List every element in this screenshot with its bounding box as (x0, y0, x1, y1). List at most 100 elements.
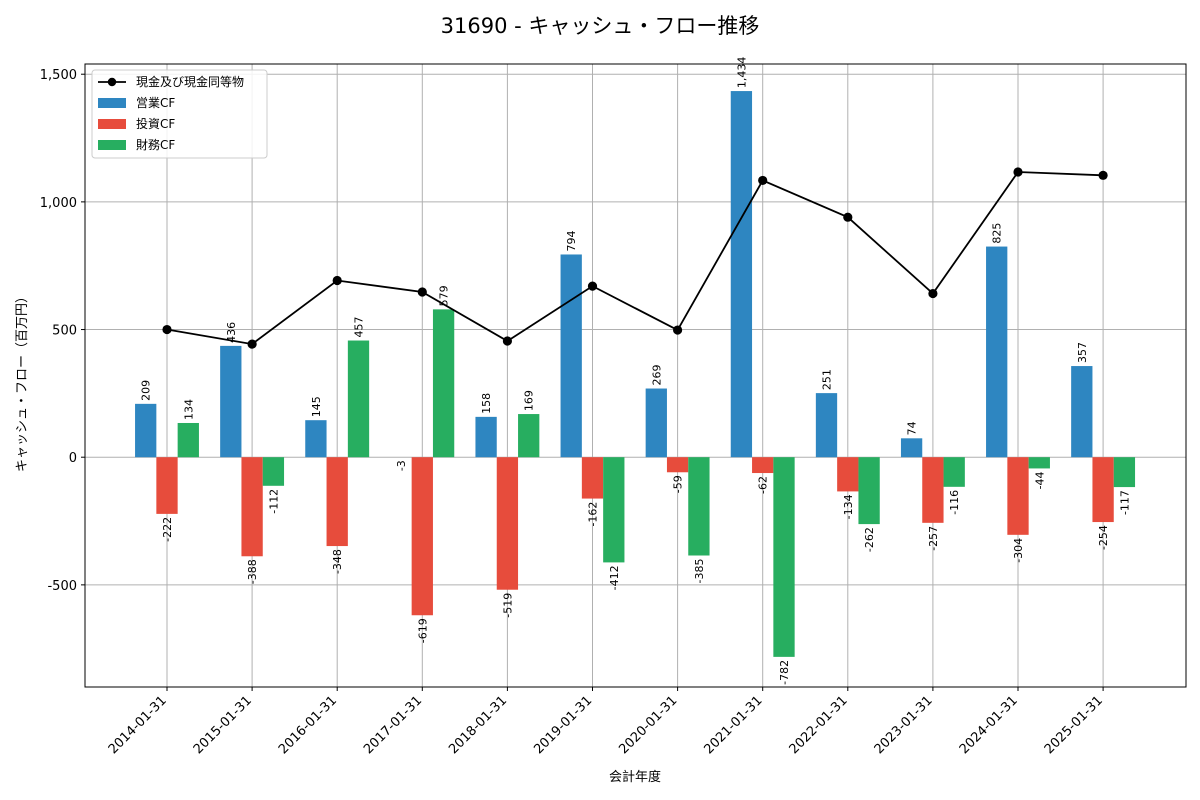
data-label-investing: -134 (842, 494, 855, 519)
legend-marker-swatch (107, 77, 117, 87)
x-tick-label: 2020-01-31 (616, 693, 680, 757)
cash-line-series (162, 167, 1108, 349)
bar-financing (1113, 457, 1136, 488)
bar-investing (922, 457, 944, 523)
y-tick-label: 0 (69, 451, 77, 466)
data-label-financing: -262 (863, 527, 876, 552)
data-labels: 209 -222 134 436 -388 -112 145 -348 457 -3 -619 579… (140, 57, 1132, 685)
bar-investing (1092, 457, 1114, 523)
data-label-operating: 145 (310, 396, 323, 417)
data-label-investing: -519 (501, 593, 514, 618)
data-label-investing: -304 (1012, 538, 1025, 563)
data-label-financing: 169 (523, 390, 536, 411)
cash-line-point (928, 288, 938, 299)
data-label-investing: -162 (587, 502, 600, 527)
x-tick-label: 2018-01-31 (446, 693, 510, 757)
data-label-operating: 158 (480, 393, 493, 414)
bar-operating (730, 91, 753, 458)
data-label-financing: -412 (608, 565, 621, 590)
x-tick-label: 2024-01-31 (957, 693, 1021, 757)
bar-operating (900, 438, 923, 458)
data-label-investing: -257 (927, 526, 940, 551)
data-label-financing: -117 (1118, 490, 1131, 515)
data-label-investing: -222 (161, 517, 174, 542)
cash-line-point (843, 212, 853, 222)
legend-label: 営業CF (136, 96, 175, 110)
data-label-financing: 134 (182, 399, 195, 420)
bar-financing (773, 457, 795, 657)
bar-financing (1028, 457, 1050, 469)
data-label-operating: 794 (565, 230, 578, 251)
y-tick-label: -500 (47, 579, 77, 594)
legend-box (91, 69, 268, 159)
bar-operating (986, 246, 1008, 458)
bar-operating (135, 403, 157, 458)
x-tick-label: 2022-01-31 (787, 693, 851, 757)
bar-operating (560, 254, 582, 458)
cash-line-point (1098, 170, 1108, 180)
data-label-operating: 251 (821, 369, 834, 390)
data-label-investing: -619 (416, 618, 429, 643)
data-label-financing: 579 (438, 285, 451, 306)
data-label-financing: -385 (693, 559, 706, 584)
x-tick-label: 2014-01-31 (106, 693, 170, 757)
y-tick-label: 1,000 (40, 196, 77, 211)
bar-investing (837, 457, 859, 492)
data-label-investing: -254 (1097, 525, 1110, 550)
x-tick-label: 2016-01-31 (276, 693, 340, 757)
data-label-operating: 357 (1076, 342, 1089, 363)
bar-financing (177, 422, 199, 458)
cash-line-point (673, 325, 683, 335)
data-label-investing: -388 (246, 559, 259, 584)
data-label-operating: 825 (991, 223, 1004, 244)
bar-investing (241, 457, 263, 557)
bar-investing (156, 457, 178, 514)
x-tick-label: 2025-01-31 (1042, 693, 1106, 757)
chart-title: 31690 - キャッシュ・フロー推移 (441, 14, 760, 38)
bar-financing (943, 457, 965, 487)
bar-operating (475, 416, 497, 458)
bar-financing (603, 457, 625, 563)
data-label-investing: -348 (331, 549, 344, 574)
data-label-operating: 1,434 (735, 57, 748, 89)
x-tick-label: 2021-01-31 (701, 693, 765, 757)
cash-line-point (417, 287, 427, 297)
x-tick-label: 2017-01-31 (361, 693, 425, 757)
cash-line-point (247, 339, 257, 349)
cash-line-point (502, 336, 512, 346)
data-label-operating: -3 (395, 460, 408, 471)
data-label-financing: 457 (353, 317, 366, 338)
bar-operating (305, 420, 327, 458)
data-label-operating: 209 (140, 380, 153, 401)
cash-line-point (758, 175, 768, 186)
x-axis-title: 会計年度 (609, 769, 661, 785)
legend-label: 現金及び現金同等物 (136, 74, 244, 89)
data-label-investing: -62 (757, 476, 770, 494)
data-label-investing: -59 (672, 475, 685, 493)
bar-financing (518, 414, 540, 458)
data-label-operating: 269 (650, 365, 663, 386)
bar-financing (858, 457, 880, 525)
bar-financing (347, 340, 370, 458)
x-tick-label: 2015-01-31 (191, 693, 255, 757)
legend-bar-swatch (98, 140, 126, 150)
bar-investing (326, 457, 348, 547)
data-label-financing: -112 (267, 489, 280, 514)
cash-line (166, 171, 1104, 346)
cash-line-point (332, 275, 342, 286)
cash-line-point (1013, 167, 1023, 177)
data-label-operating: 74 (906, 421, 919, 435)
bar-investing (581, 457, 604, 499)
bar-operating (815, 393, 838, 458)
cash-line-point (587, 281, 598, 291)
bar-investing (752, 457, 774, 474)
bar-operating (1071, 366, 1093, 458)
bar-investing (666, 457, 689, 473)
y-tick-label: 1,500 (40, 68, 77, 83)
plot-frame (84, 63, 1187, 688)
bar-investing (1007, 457, 1029, 535)
bar-operating (645, 388, 667, 458)
